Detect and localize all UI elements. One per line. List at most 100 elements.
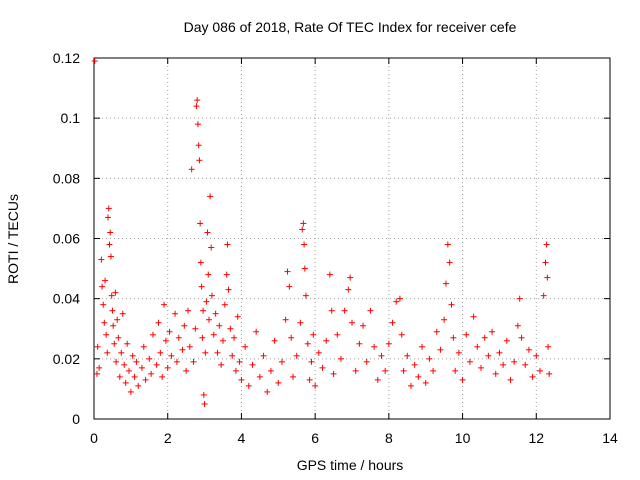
data-point: [179, 346, 186, 353]
y-tick-label: 0.04: [53, 291, 80, 307]
data-point: [411, 361, 418, 368]
data-point: [148, 370, 155, 377]
data-point: [104, 349, 111, 356]
data-point: [540, 292, 547, 299]
data-point: [107, 253, 114, 260]
data-point: [293, 352, 300, 359]
data-point: [385, 340, 392, 347]
data-point: [301, 241, 308, 248]
data-point: [155, 319, 162, 326]
data-point: [442, 280, 449, 287]
data-point: [312, 382, 319, 389]
data-point: [220, 337, 226, 344]
data-point: [116, 373, 123, 380]
data-point: [356, 340, 363, 347]
data-point: [207, 193, 214, 200]
data-point: [202, 349, 209, 356]
data-point: [396, 295, 403, 302]
plot-frame: [93, 57, 611, 420]
y-tick-label: 0.02: [53, 351, 80, 367]
data-point: [118, 349, 125, 356]
data-point: [121, 361, 128, 368]
data-point: [172, 310, 179, 317]
data-point: [536, 367, 543, 374]
data-point: [190, 358, 197, 365]
data-point: [374, 376, 381, 383]
data-point: [529, 373, 536, 380]
data-point: [415, 373, 422, 380]
data-point: [98, 256, 105, 263]
data-point: [533, 352, 540, 359]
data-point: [378, 352, 385, 359]
x-tick-label: 4: [238, 430, 246, 446]
data-point: [194, 121, 201, 128]
x-tick-label: 0: [90, 430, 98, 446]
data-point: [466, 358, 473, 365]
data-point: [481, 334, 488, 341]
data-point: [546, 370, 553, 377]
y-tick-label: 0.08: [53, 170, 80, 186]
data-point: [341, 307, 348, 314]
data-point: [146, 355, 153, 362]
data-point: [102, 277, 109, 284]
data-point: [122, 379, 129, 386]
data-point: [400, 367, 407, 374]
y-tick-label: 0: [72, 411, 80, 427]
data-point: [214, 349, 221, 356]
data-point: [140, 343, 147, 350]
data-point: [455, 349, 462, 356]
data-point: [260, 352, 267, 359]
x-tick-label: 2: [164, 430, 172, 446]
data-point: [216, 322, 223, 329]
data-point: [337, 355, 344, 362]
data-point: [200, 391, 207, 398]
data-point: [492, 370, 499, 377]
data-point: [522, 361, 529, 368]
data-point: [334, 331, 341, 338]
data-point: [543, 241, 550, 248]
data-point: [153, 361, 160, 368]
y-tick-label: 0.12: [53, 50, 80, 66]
data-point: [193, 103, 200, 110]
data-point: [198, 283, 205, 290]
data-point: [300, 220, 307, 227]
data-point: [194, 97, 201, 104]
data-point: [232, 367, 239, 374]
data-point: [181, 322, 188, 329]
data-point: [489, 328, 496, 335]
data-point: [108, 292, 115, 299]
data-point: [286, 283, 293, 290]
data-point: [199, 334, 206, 341]
chart-title: Day 086 of 2018, Rate Of TEC Index for r…: [184, 19, 517, 35]
data-point: [212, 310, 219, 317]
data-point: [516, 295, 523, 302]
x-tick-label: 6: [311, 430, 319, 446]
data-point: [382, 367, 389, 374]
data-point: [173, 358, 180, 365]
data-point: [100, 301, 107, 308]
data-point: [290, 373, 297, 380]
data-point: [129, 352, 136, 359]
data-point: [419, 343, 426, 350]
data-point: [278, 358, 285, 365]
data-point: [437, 346, 444, 353]
data-point: [367, 307, 374, 314]
data-point: [195, 142, 202, 149]
x-tick-label: 12: [528, 430, 544, 446]
data-point: [236, 358, 243, 365]
data-point: [446, 259, 453, 266]
data-point: [323, 337, 330, 344]
data-point: [234, 313, 241, 320]
y-axis-label: ROTI / TECUs: [5, 194, 21, 284]
data-point: [328, 307, 335, 314]
data-point: [308, 358, 315, 365]
x-tick-label: 14: [602, 430, 618, 446]
data-point: [450, 334, 457, 341]
data-point: [245, 382, 252, 389]
data-point: [110, 322, 117, 329]
data-point: [470, 313, 477, 320]
data-point: [371, 343, 378, 350]
data-points: [91, 58, 553, 407]
data-point: [496, 349, 503, 356]
